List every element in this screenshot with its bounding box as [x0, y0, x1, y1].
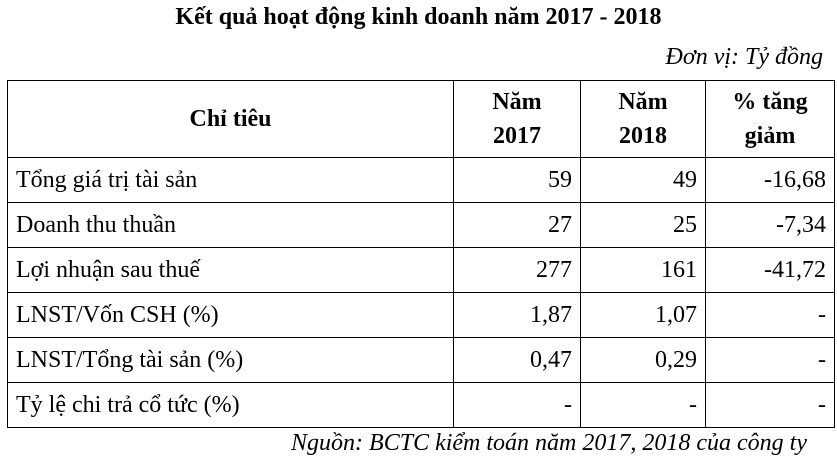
table-row: Doanh thu thuần 27 25 -7,34 — [7, 202, 835, 248]
value-cell: 1,07 — [580, 292, 706, 338]
row-label: Tổng giá trị tài sản — [7, 157, 454, 203]
header-cell: % tăng giảm — [705, 80, 835, 158]
value-cell: - — [705, 292, 835, 338]
header-text: Năm 2017 — [492, 89, 542, 149]
header-row: Chỉ tiêu Năm 2017 Năm 2018 % tăng giảm — [7, 80, 835, 158]
header-text: Năm 2018 — [618, 89, 668, 149]
table-row: LNST/Tổng tài sản (%) 0,47 0,29- — [7, 337, 835, 383]
header-text: % tăng giảm — [732, 89, 808, 149]
value-cell: 0,29 — [580, 337, 706, 383]
value-cell: - — [705, 382, 835, 428]
table-row: Lợi nhuận sau thuế 277 161 -41,72 — [7, 247, 835, 293]
value-cell: - — [580, 382, 706, 428]
value-cell: 0,47 — [453, 337, 581, 383]
row-label: Tỷ lệ chi trả cổ tức (%) — [7, 382, 454, 428]
value-cell: 161 — [580, 247, 706, 293]
header-cell: Chỉ tiêu — [7, 80, 454, 158]
table-row: LNST/Vốn CSH (%) 1,87 1,07- — [7, 292, 835, 338]
value-cell: 277 — [453, 247, 581, 293]
row-label: Lợi nhuận sau thuế — [7, 247, 454, 293]
value-cell: 25 — [580, 202, 706, 248]
value-cell: 49 — [580, 157, 706, 203]
value-cell: 1,87 — [453, 292, 581, 338]
header-cell: Năm 2018 — [580, 80, 706, 158]
source-note: Nguồn: BCTC kiểm toán năm 2017, 2018 của… — [291, 430, 807, 456]
title: Kết quả hoạt động kinh doanh năm 2017 - … — [175, 4, 662, 30]
row-label: LNST/Tổng tài sản (%) — [7, 337, 454, 383]
header-cell: Năm 2017 — [453, 80, 581, 158]
value-cell: - — [453, 382, 581, 428]
value-cell: -16,68 — [705, 157, 835, 203]
value-cell: - — [705, 337, 835, 383]
row-label: LNST/Vốn CSH (%) — [7, 292, 454, 338]
value-cell: 59 — [453, 157, 581, 203]
table-row: Tỷ lệ chi trả cổ tức (%) - - - — [7, 382, 835, 428]
table-row: Tổng giá trị tài sản 59 49 -16,68 — [7, 157, 835, 203]
header-text: Chỉ tiêu — [189, 106, 272, 132]
value-cell: -7,34 — [705, 202, 835, 248]
unit-note: Đơn vị: Tỷ đồng — [665, 44, 823, 70]
row-label: Doanh thu thuần — [7, 202, 454, 248]
results-table: Chỉ tiêu Năm 2017 Năm 2018 % tăng giảm Tổng… — [7, 80, 835, 428]
value-cell: -41,72 — [705, 247, 835, 293]
value-cell: 27 — [453, 202, 581, 248]
